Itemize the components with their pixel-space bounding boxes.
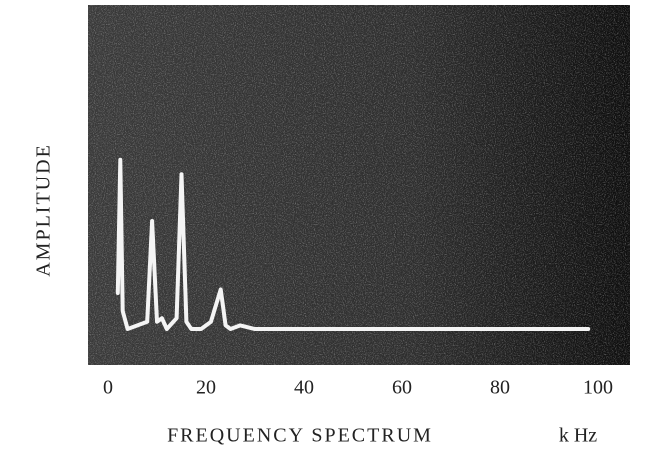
x-axis-unit: k Hz <box>559 425 597 447</box>
plot-texture <box>88 5 630 365</box>
x-tick-label: 20 <box>196 377 216 399</box>
x-tick-label: 60 <box>392 377 412 399</box>
x-tick-label: 80 <box>490 377 510 399</box>
plot <box>115 157 591 331</box>
x-axis-label: FREQUENCY SPECTRUM <box>167 425 433 447</box>
y-axis-label: AMPLITUDE <box>33 143 55 277</box>
x-tick-label: 0 <box>103 377 113 399</box>
spectrum-line <box>115 157 591 331</box>
x-tick-label: 100 <box>583 377 613 399</box>
x-tick-label: 40 <box>294 377 314 399</box>
